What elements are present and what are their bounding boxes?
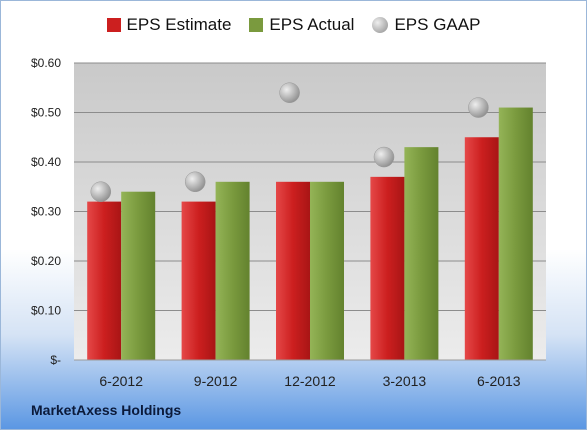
x-tick-label: 3-2013 bbox=[383, 373, 427, 389]
bar-eps-estimate bbox=[370, 176, 405, 360]
legend-label-eps-estimate: EPS Estimate bbox=[126, 15, 232, 34]
y-axis-ticks: $- $0.10 $0.20 $0.30 $0.40 $0.50 $0.60 bbox=[31, 56, 61, 367]
y-tick-label: $0.60 bbox=[31, 56, 61, 70]
legend-item-eps-gaap: EPS GAAP bbox=[372, 15, 480, 35]
bar-eps-estimate bbox=[464, 137, 499, 360]
y-tick-label: $0.50 bbox=[31, 106, 61, 120]
gaap-points bbox=[90, 82, 489, 202]
bars bbox=[87, 107, 533, 360]
bar-eps-estimate bbox=[87, 201, 122, 360]
bar-eps-actual bbox=[404, 147, 439, 360]
legend-swatch-eps-estimate bbox=[106, 18, 121, 32]
x-tick-label: 9-2012 bbox=[194, 373, 238, 389]
y-tick-label: $- bbox=[50, 353, 61, 367]
x-tick-label: 6-2013 bbox=[477, 373, 521, 389]
bar-eps-actual bbox=[310, 181, 344, 360]
bar-eps-estimate bbox=[181, 201, 216, 360]
legend-label-eps-gaap: EPS GAAP bbox=[394, 15, 481, 34]
company-label: MarketAxess Holdings bbox=[31, 402, 182, 418]
y-tick-label: $0.40 bbox=[31, 155, 61, 169]
y-tick-label: $0.20 bbox=[31, 254, 61, 268]
legend-label-eps-actual: EPS Actual bbox=[269, 15, 355, 34]
point-eps-gaap bbox=[468, 97, 489, 118]
point-eps-gaap bbox=[373, 146, 395, 168]
x-tick-label: 12-2012 bbox=[284, 373, 336, 389]
legend-swatch-eps-actual bbox=[249, 18, 264, 32]
legend: EPS Estimate EPS Actual EPS GAAP bbox=[1, 15, 586, 35]
x-axis-ticks: 6-2012 9-2012 12-2012 3-2013 6-2013 bbox=[99, 373, 520, 389]
legend-swatch-eps-gaap bbox=[372, 17, 389, 33]
bar-eps-actual bbox=[121, 191, 156, 360]
legend-item-eps-estimate: EPS Estimate bbox=[106, 15, 232, 35]
y-tick-label: $0.30 bbox=[31, 205, 61, 219]
legend-item-eps-actual: EPS Actual bbox=[249, 15, 354, 35]
y-tick-label: $0.10 bbox=[31, 304, 61, 318]
x-tick-label: 6-2012 bbox=[99, 373, 143, 389]
point-eps-gaap bbox=[279, 82, 300, 103]
bar-eps-actual bbox=[215, 181, 250, 360]
bar-eps-estimate bbox=[276, 181, 310, 360]
bar-eps-actual bbox=[498, 107, 533, 360]
point-eps-gaap bbox=[184, 171, 206, 193]
point-eps-gaap bbox=[90, 181, 112, 202]
